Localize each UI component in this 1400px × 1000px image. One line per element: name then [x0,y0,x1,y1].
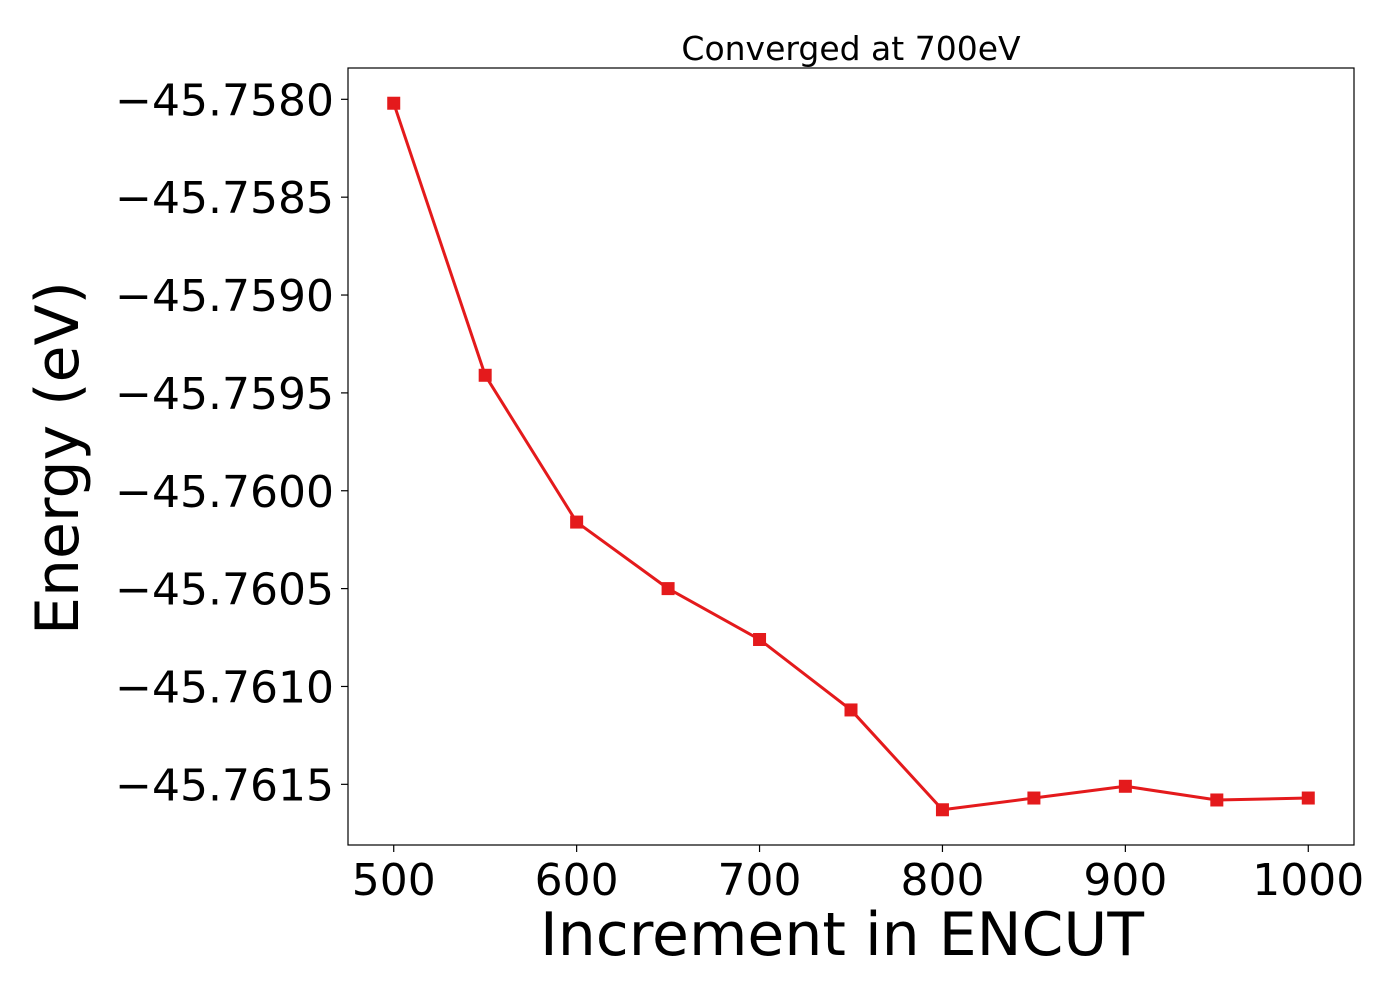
x-tick-label: 1000 [1252,855,1364,906]
chart-title: Converged at 700eV [681,29,1021,68]
x-tick-label: 600 [535,855,619,906]
x-tick-label: 900 [1083,855,1167,906]
y-tick-label: −45.7610 [115,662,334,713]
x-axis: 500 600 700 800 900 1000 [352,845,1364,906]
data-point-marker [387,96,401,110]
x-tick-label: 700 [718,855,802,906]
data-point-marker [570,515,584,529]
data-point-marker [753,633,767,646]
y-tick-label: −45.7590 [115,271,334,322]
x-axis-label: Increment in ENCUT [540,900,1144,970]
data-point-marker [1027,791,1041,805]
data-point-marker [1118,779,1132,793]
data-point-marker [1301,791,1315,805]
series-layer [387,96,1315,817]
data-point-marker [661,582,675,596]
data-point-marker [844,703,858,717]
y-axis-label: Energy (eV) [23,281,93,635]
y-axis: −45.7580 −45.7585 −45.7590 −45.7595 −45.7600… [115,75,348,811]
y-tick-label: −45.7600 [115,467,334,518]
y-tick-label: −45.7580 [115,75,334,126]
data-point-marker [478,368,492,382]
plot-area-frame [347,67,1355,846]
x-tick-label: 500 [352,855,436,906]
y-tick-label: −45.7585 [115,173,334,224]
y-tick-label: −45.7615 [115,760,334,811]
x-tick-label: 800 [900,855,984,906]
y-tick-label: −45.7605 [115,565,334,616]
data-point-marker [1210,793,1224,807]
y-tick-label: −45.7595 [115,369,334,420]
data-point-marker [935,803,949,817]
